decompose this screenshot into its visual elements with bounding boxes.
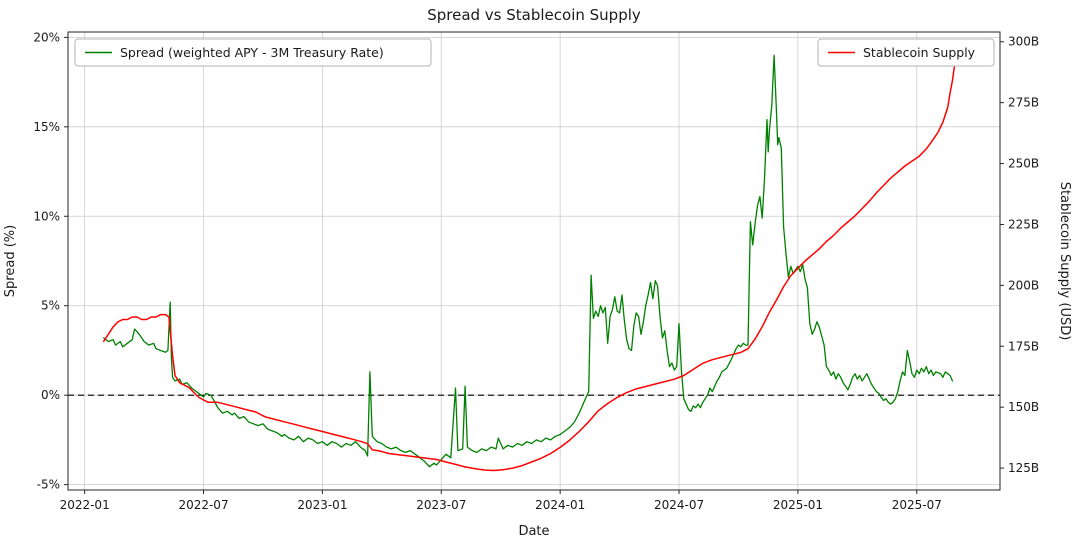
- left-tick-label: 0%: [41, 388, 60, 402]
- legend-spread: [74, 38, 432, 67]
- right-tick-label: 225B: [1008, 217, 1039, 231]
- left-tick-label: -5%: [37, 478, 60, 492]
- spread-line: [103, 54, 954, 468]
- legend-spread-label: Spread (weighted APY - 3M Treasury Rate): [120, 45, 384, 60]
- legend-supply: [817, 38, 995, 67]
- left-tick-label: 5%: [41, 299, 60, 313]
- plot-frame: [67, 31, 1001, 491]
- x-tick-label: 2022-01: [60, 498, 110, 512]
- legend-supply-label: Stablecoin Supply: [863, 45, 976, 60]
- x-tick-label: 2023-01: [297, 498, 347, 512]
- right-tick-label: 300B: [1008, 35, 1039, 49]
- x-tick-label: 2024-07: [654, 498, 704, 512]
- x-tick-label: 2022-07: [178, 498, 228, 512]
- chart-title: Spread vs Stablecoin Supply: [427, 6, 641, 24]
- x-tick-label: 2024-01: [535, 498, 585, 512]
- right-tick-label: 200B: [1008, 278, 1039, 292]
- x-tick-label: 2025-07: [892, 498, 942, 512]
- left-tick-label: 10%: [33, 209, 60, 223]
- x-axis-label: Date: [518, 524, 549, 539]
- right-tick-label: 175B: [1008, 339, 1039, 353]
- left-tick-label: 20%: [33, 30, 60, 44]
- x-tick-label: 2023-07: [416, 498, 466, 512]
- supply-line: [102, 62, 956, 472]
- right-axis-label: Stablecoin Supply (USD): [1057, 182, 1072, 341]
- right-tick-label: 150B: [1008, 400, 1039, 414]
- right-tick-label: 250B: [1008, 157, 1039, 171]
- left-axis-label: Spread (%): [3, 225, 18, 297]
- right-tick-label: 275B: [1008, 96, 1039, 110]
- left-tick-label: 15%: [33, 120, 60, 134]
- x-tick-label: 2025-01: [773, 498, 823, 512]
- right-tick-label: 125B: [1008, 461, 1039, 475]
